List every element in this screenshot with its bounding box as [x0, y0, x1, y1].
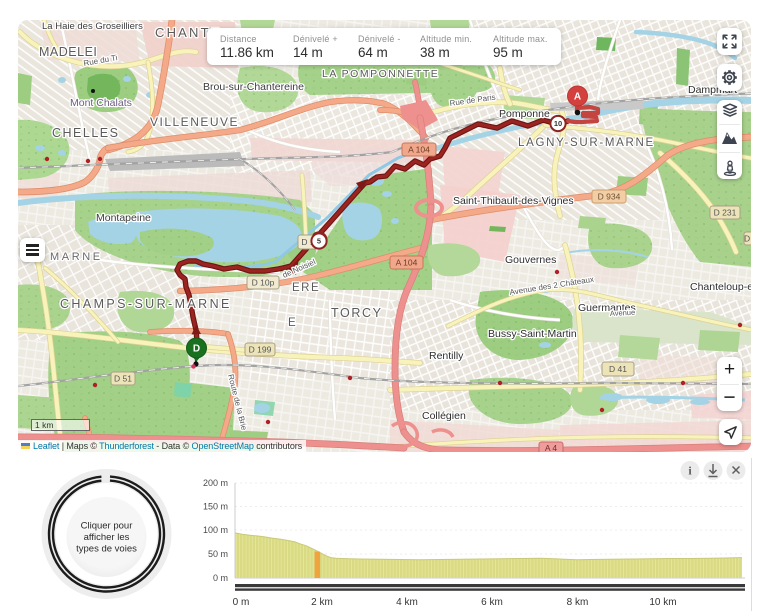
svg-text:Saint-Thibault-des-Vignes: Saint-Thibault-des-Vignes: [453, 195, 574, 207]
svg-text:types de voies: types de voies: [76, 543, 137, 554]
svg-text:100 m: 100 m: [203, 525, 228, 535]
svg-text:A: A: [574, 92, 581, 103]
svg-text:Rentilly: Rentilly: [429, 350, 464, 362]
svg-text:ERE: ERE: [292, 282, 320, 294]
svg-text:D 199: D 199: [249, 345, 272, 355]
svg-text:Bussy-Saint-Martin: Bussy-Saint-Martin: [488, 328, 577, 340]
svg-text:A 104: A 104: [408, 145, 430, 155]
svg-text:VILLENEUVE: VILLENEUVE: [150, 115, 239, 129]
svg-text:CHAMPS-SUR-MARNE: CHAMPS-SUR-MARNE: [60, 297, 232, 311]
svg-text:8 km: 8 km: [567, 597, 589, 608]
svg-text:MADELEI: MADELEI: [39, 45, 97, 59]
svg-text:D 23: D 23: [744, 234, 751, 244]
svg-text:TORCY: TORCY: [331, 306, 383, 320]
svg-text:D 934: D 934: [598, 192, 621, 202]
svg-text:i: i: [688, 464, 692, 478]
svg-text:afficher les: afficher les: [84, 532, 130, 543]
svg-text:10 km: 10 km: [649, 597, 676, 608]
svg-text:A 4: A 4: [545, 443, 558, 452]
svg-text:0 m: 0 m: [233, 597, 250, 608]
svg-text:Chanteloup-en: Chanteloup-en: [690, 281, 751, 293]
svg-text:D 51: D 51: [114, 374, 132, 384]
svg-text:LA POMPONNETTE: LA POMPONNETTE: [322, 68, 439, 80]
svg-text:Mont Chalats: Mont Chalats: [70, 97, 132, 109]
svg-text:Brou-sur-Chantereine: Brou-sur-Chantereine: [203, 81, 304, 93]
svg-text:Collégien: Collégien: [422, 410, 466, 422]
svg-text:150 m: 150 m: [203, 502, 228, 512]
svg-text:2 km: 2 km: [311, 597, 333, 608]
svg-text:0 m: 0 m: [213, 573, 228, 583]
svg-text:4 km: 4 km: [396, 597, 418, 608]
svg-text:D 1: D 1: [301, 237, 315, 247]
svg-text:Cliquer pour: Cliquer pour: [81, 521, 133, 532]
svg-text:D 10p: D 10p: [252, 278, 275, 288]
svg-text:CHELLES: CHELLES: [52, 126, 119, 140]
svg-text:Pomponne: Pomponne: [499, 108, 550, 120]
svg-text:10: 10: [554, 119, 562, 128]
svg-text:D: D: [193, 344, 200, 355]
svg-text:A 104: A 104: [396, 258, 418, 268]
svg-text:La Haie des Groseilliers: La Haie des Groseilliers: [42, 21, 143, 32]
svg-text:200 m: 200 m: [203, 478, 228, 488]
svg-text:E: E: [288, 317, 297, 329]
svg-text:Guermantes: Guermantes: [578, 302, 636, 314]
svg-text:5: 5: [317, 237, 321, 246]
svg-text:6 km: 6 km: [481, 597, 503, 608]
svg-text:MARNE: MARNE: [50, 251, 103, 263]
svg-text:Gouvernes: Gouvernes: [505, 254, 556, 266]
svg-text:LAGNY-SUR-MARNE: LAGNY-SUR-MARNE: [518, 137, 655, 149]
svg-text:50 m: 50 m: [208, 549, 228, 559]
svg-text:D 231: D 231: [714, 208, 737, 218]
svg-text:Montapeine: Montapeine: [96, 212, 151, 224]
svg-text:Avenue: Avenue: [610, 308, 636, 318]
svg-text:CHANTE: CHANTE: [155, 25, 222, 40]
svg-text:D 41: D 41: [609, 364, 627, 374]
